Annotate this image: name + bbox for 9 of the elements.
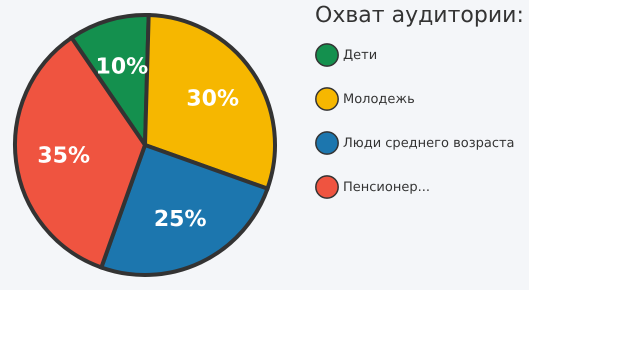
legend-title: Охват аудитории: [315,3,524,28]
data-label: 10% [96,54,148,80]
data-label: 35% [37,144,90,169]
data-label: 25% [154,207,206,232]
legend-label: Молодежь [343,92,415,107]
legend-label: Дети [343,48,378,63]
data-label: 30% [186,86,240,112]
legend-label: Пенсионер... [343,180,430,195]
legend-label: Люди среднего возраста [343,136,515,151]
